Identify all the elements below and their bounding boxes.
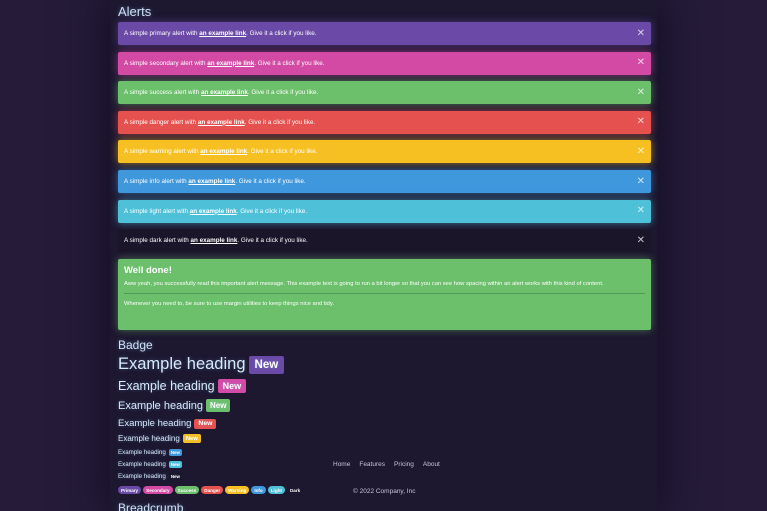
pill-danger: Danger	[201, 486, 224, 494]
badge-section-title: Badge	[118, 338, 153, 352]
alert-link[interactable]: an example link	[190, 237, 238, 245]
heading-text: Example heading	[118, 461, 166, 468]
well-done-alert: Well done! Aww yeah, you successfully re…	[118, 259, 651, 330]
alert-text: A simple secondary alert with an example…	[124, 59, 325, 67]
close-icon[interactable]: ✕	[636, 234, 645, 246]
heading-text: Example heading	[118, 434, 180, 443]
new-badge: New	[168, 449, 182, 456]
heading-text: Example heading	[118, 449, 166, 456]
alert-link[interactable]: an example link	[188, 178, 236, 185]
close-icon[interactable]: ✕	[636, 27, 645, 39]
pill-success: Success	[174, 486, 200, 494]
alert-secondary: A simple secondary alert with an example…	[118, 51, 651, 75]
new-badge: New	[194, 418, 217, 429]
alert-success: A simple success alert with an example l…	[118, 81, 651, 105]
alert-link[interactable]: an example link	[201, 89, 248, 97]
footer-nav: Home Features Pricing About	[333, 461, 440, 468]
alert-text: A simple primary alert with an example l…	[124, 30, 317, 37]
alert-warning: A simple warning alert with an example l…	[118, 140, 651, 164]
alert-primary: A simple primary alert with an example l…	[118, 22, 651, 45]
pill-dark: Dark	[286, 486, 304, 494]
footer-link-home[interactable]: Home	[333, 461, 351, 468]
alert-link[interactable]: an example link	[199, 30, 247, 37]
alert-text: A simple light alert with an example lin…	[124, 207, 308, 215]
new-badge: New	[168, 473, 182, 480]
pill-primary: Primary	[118, 486, 142, 494]
alert-text: A simple success alert with an example l…	[124, 89, 319, 97]
heading-text: Example heading	[118, 399, 204, 412]
footer-link-about[interactable]: About	[422, 461, 440, 468]
close-icon[interactable]: ✕	[636, 145, 645, 157]
close-icon[interactable]: ✕	[636, 116, 645, 128]
pill-secondary: Secondary	[143, 486, 173, 494]
footer-link-features[interactable]: Features	[359, 461, 385, 468]
heading-text: Example heading	[118, 355, 246, 373]
page-container: Alerts A simple primary alert with an ex…	[110, 0, 657, 511]
example-heading: Example heading New	[118, 379, 247, 393]
example-heading: Example heading New	[118, 418, 217, 429]
example-heading: Example heading New	[118, 449, 182, 456]
close-icon[interactable]: ✕	[636, 205, 645, 217]
close-icon[interactable]: ✕	[636, 57, 645, 69]
heading-text: Example heading	[118, 473, 166, 480]
example-heading: Example heading New	[118, 434, 201, 443]
new-badge: New	[168, 461, 182, 468]
alert-light: A simple light alert with an example lin…	[118, 199, 651, 223]
heading-text: Example heading	[118, 418, 192, 429]
new-badge: New	[217, 379, 247, 393]
alert-link[interactable]: an example link	[189, 207, 237, 215]
close-icon[interactable]: ✕	[636, 86, 645, 98]
pill-light: Light	[267, 486, 285, 494]
breadcrumb-section-title: Breadcrumb	[118, 501, 184, 511]
footer-link-pricing[interactable]: Pricing	[394, 461, 414, 468]
heading-text: Example heading	[118, 379, 215, 393]
footer-copyright: © 2022 Company, Inc	[353, 488, 416, 495]
pill-badges: Primary Secondary Success Danger Warning Info…	[118, 486, 305, 494]
example-heading: Example heading New	[118, 399, 231, 412]
alert-link[interactable]: an example link	[197, 118, 245, 126]
alert-info: A simple info alert with an example link…	[118, 170, 651, 193]
alert-link[interactable]: an example link	[207, 59, 255, 67]
new-badge: New	[182, 434, 201, 443]
pill-warning: Warning	[225, 486, 250, 494]
new-badge: New	[248, 355, 285, 374]
example-heading: Example heading New	[118, 461, 182, 468]
alert-divider	[124, 293, 645, 294]
alert-danger: A simple danger alert with an example li…	[118, 110, 651, 134]
new-badge: New	[206, 399, 231, 412]
alert-text: A simple danger alert with an example li…	[124, 118, 316, 126]
alert-text: A simple warning alert with an example l…	[124, 148, 318, 156]
alert-heading: Well done!	[124, 265, 172, 276]
pill-info: Info	[251, 486, 266, 494]
alert-link[interactable]: an example link	[200, 148, 248, 156]
close-icon[interactable]: ✕	[636, 175, 645, 187]
alert-dark: A simple dark alert with an example link…	[118, 229, 651, 253]
alert-text: A simple dark alert with an example link…	[124, 237, 308, 245]
alert-text: A simple info alert with an example link…	[124, 178, 306, 185]
alert-footer: Whenever you need to, be sure to use mar…	[124, 301, 334, 307]
example-heading: Example heading New	[118, 355, 285, 374]
example-heading: Example heading New	[118, 473, 182, 480]
alert-body: Aww yeah, you successfully read this imp…	[124, 281, 604, 287]
alerts-section-title: Alerts	[118, 4, 152, 19]
